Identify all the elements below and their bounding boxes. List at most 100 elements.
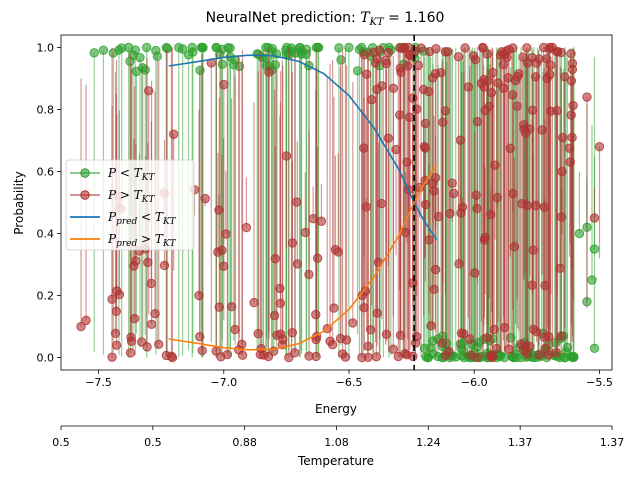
data-point bbox=[403, 42, 414, 53]
red-point bbox=[483, 76, 493, 325]
data-point bbox=[426, 321, 436, 331]
x-tick-label: −6.5 bbox=[336, 376, 363, 389]
data-point bbox=[187, 42, 197, 53]
red-point bbox=[237, 49, 248, 360]
data-point bbox=[329, 303, 339, 313]
data-point bbox=[290, 348, 300, 358]
red-point bbox=[490, 160, 500, 240]
data-point bbox=[287, 327, 298, 338]
red-point bbox=[582, 92, 592, 308]
data-point bbox=[574, 228, 585, 239]
data-point bbox=[197, 345, 207, 356]
data-point bbox=[383, 47, 394, 58]
red-point bbox=[456, 192, 466, 218]
data-point bbox=[381, 58, 392, 69]
data-point bbox=[521, 128, 531, 138]
secondary-tick-label: 0.88 bbox=[232, 436, 257, 449]
data-point bbox=[428, 178, 438, 189]
data-point bbox=[589, 213, 600, 223]
x-tick-label: −7.0 bbox=[210, 376, 237, 389]
data-point bbox=[413, 60, 423, 71]
data-point bbox=[445, 208, 455, 219]
red-point bbox=[444, 53, 454, 357]
red-point bbox=[416, 43, 426, 357]
data-point bbox=[558, 132, 568, 143]
red-point bbox=[453, 52, 464, 349]
red-point bbox=[219, 79, 229, 321]
red-point bbox=[359, 143, 369, 257]
red-point bbox=[197, 54, 207, 356]
data-point bbox=[110, 328, 121, 339]
data-point bbox=[522, 43, 532, 53]
line-layer bbox=[168, 54, 438, 351]
red-point bbox=[486, 88, 497, 313]
data-point bbox=[169, 129, 179, 139]
data-point bbox=[221, 229, 231, 239]
data-point bbox=[359, 143, 369, 153]
data-point bbox=[308, 213, 318, 224]
red-point bbox=[428, 178, 438, 222]
data-point bbox=[216, 352, 226, 362]
red-point bbox=[556, 47, 566, 353]
data-point bbox=[472, 116, 483, 127]
data-point bbox=[219, 79, 229, 90]
red-point bbox=[312, 146, 323, 264]
data-point bbox=[429, 284, 439, 295]
legend-entry: Ppred > TKT bbox=[70, 232, 177, 249]
data-point bbox=[491, 343, 502, 354]
data-point bbox=[560, 72, 570, 82]
red-point bbox=[348, 82, 358, 328]
data-point bbox=[111, 306, 122, 317]
data-point bbox=[518, 52, 528, 62]
data-point bbox=[419, 343, 430, 354]
data-point bbox=[388, 83, 399, 94]
red-point bbox=[230, 75, 240, 335]
red-point bbox=[383, 47, 394, 353]
red-point bbox=[512, 71, 523, 329]
data-point bbox=[333, 247, 343, 257]
y-tick-label: 0.8 bbox=[37, 103, 55, 116]
red-point bbox=[551, 52, 561, 358]
data-point bbox=[352, 66, 363, 76]
data-point bbox=[436, 68, 446, 78]
red-point bbox=[530, 72, 541, 329]
data-point bbox=[200, 193, 210, 204]
data-point bbox=[478, 43, 488, 53]
data-point bbox=[433, 211, 444, 222]
red-point bbox=[340, 47, 351, 362]
green-point bbox=[574, 171, 585, 239]
x-axis-ticks: −7.5 −7.0 −6.5 −6.0 −5.5 bbox=[85, 370, 613, 389]
data-point bbox=[275, 283, 285, 294]
data-point bbox=[125, 348, 136, 358]
data-point bbox=[211, 42, 222, 53]
data-point bbox=[142, 342, 152, 352]
data-point bbox=[480, 105, 490, 116]
data-point bbox=[253, 328, 263, 339]
data-point bbox=[551, 348, 561, 358]
legend-label: P < TKT bbox=[107, 166, 156, 183]
data-point bbox=[334, 43, 344, 53]
red-point bbox=[589, 186, 600, 223]
data-point bbox=[405, 50, 415, 61]
data-point bbox=[129, 261, 139, 271]
data-point bbox=[366, 95, 377, 105]
data-point bbox=[437, 338, 448, 348]
data-point bbox=[483, 76, 493, 86]
data-point bbox=[107, 352, 117, 362]
data-point bbox=[141, 42, 152, 53]
data-point bbox=[534, 350, 544, 360]
data-point bbox=[456, 208, 466, 218]
data-point bbox=[257, 52, 267, 63]
data-point bbox=[453, 52, 464, 62]
data-point bbox=[395, 63, 405, 74]
y-axis-ticks: 0.0 0.2 0.4 0.6 0.8 1.0 bbox=[37, 41, 61, 365]
data-point bbox=[336, 55, 346, 65]
data-point bbox=[278, 334, 288, 345]
data-point bbox=[249, 297, 259, 308]
data-point bbox=[281, 151, 292, 161]
data-point bbox=[311, 309, 321, 320]
data-point bbox=[363, 352, 373, 363]
data-point bbox=[143, 257, 153, 268]
red-point bbox=[361, 69, 372, 331]
